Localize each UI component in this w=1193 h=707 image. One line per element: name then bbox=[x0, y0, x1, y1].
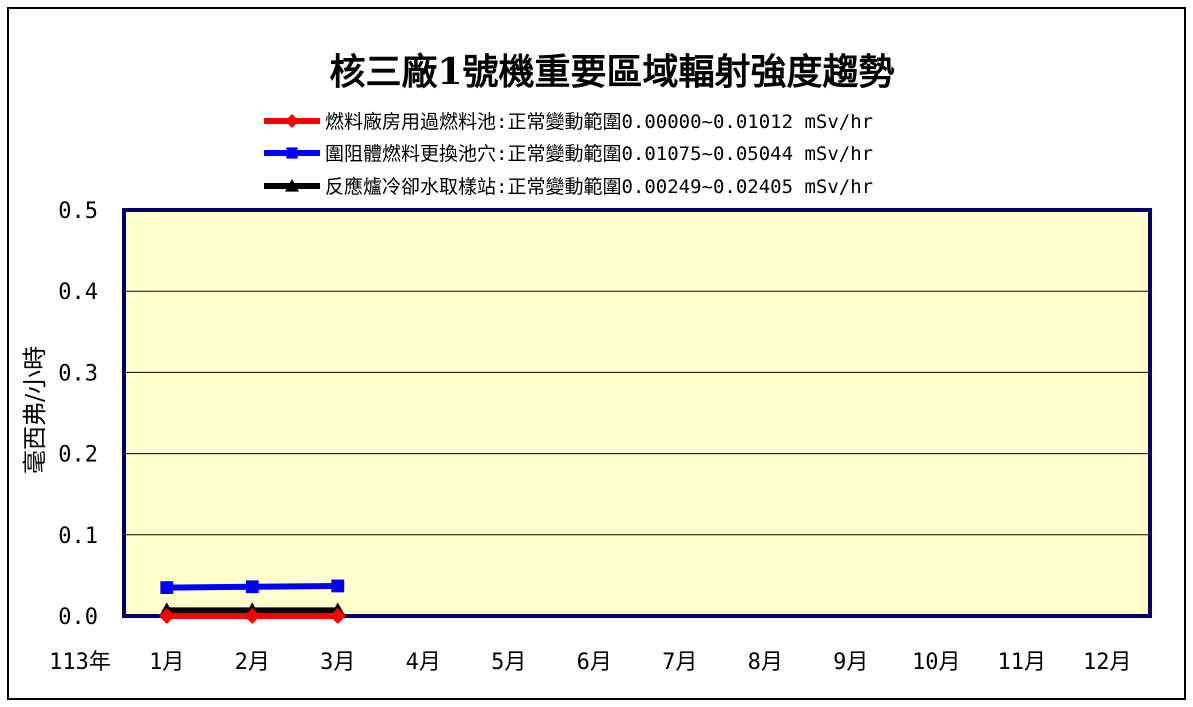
legend-entry-label: 燃料廠房用過燃料池:正常變動範圍0.00000~0.01012 mSv/hr bbox=[325, 110, 873, 133]
x-tick-label: 12月 bbox=[1083, 650, 1132, 675]
x-tick-label: 11月 bbox=[998, 650, 1047, 675]
legend-swatch-marker bbox=[286, 147, 298, 159]
y-tick-label: 0.1 bbox=[58, 524, 98, 549]
x-axis-ticks: 1月 2月 3月 4月 5月 6月 7月 8月 9月 10月 11月 12月 bbox=[149, 650, 1131, 675]
x-tick-label: 7月 bbox=[662, 650, 697, 675]
data-point bbox=[329, 608, 346, 624]
x-tick-label: 3月 bbox=[320, 650, 355, 675]
y-axis-label: 毫西弗/小時 bbox=[21, 346, 49, 474]
plot-border bbox=[122, 208, 1152, 618]
legend-swatch-marker bbox=[285, 179, 299, 192]
data-point bbox=[244, 608, 261, 624]
data-point bbox=[158, 608, 175, 624]
series-group bbox=[158, 579, 346, 624]
legend: 燃料廠房用過燃料池:正常變動範圍0.00000~0.01012 mSv/hr 圍阻… bbox=[264, 110, 873, 198]
series-1 bbox=[158, 608, 346, 624]
data-point bbox=[160, 581, 174, 594]
x-tick-label: 9月 bbox=[833, 650, 868, 675]
x-tick-label: 8月 bbox=[748, 650, 783, 675]
x-tick-label: 1月 bbox=[149, 650, 184, 675]
y-axis-ticks: 0.0 0.1 0.2 0.3 0.4 0.5 bbox=[58, 199, 98, 630]
y-tick-label: 0.5 bbox=[58, 199, 98, 224]
x-tick-label: 6月 bbox=[577, 650, 612, 675]
chart-title: 核三廠1號機重要區域輻射強度趨勢 bbox=[329, 51, 894, 93]
y-tick-label: 0.4 bbox=[58, 280, 98, 305]
legend-swatch-marker bbox=[285, 114, 299, 128]
data-point bbox=[245, 580, 259, 594]
x-tick-label: 5月 bbox=[491, 650, 526, 675]
x-tick-label: 10月 bbox=[912, 650, 961, 675]
series-2 bbox=[160, 579, 345, 594]
year-label: 113年 bbox=[49, 650, 111, 675]
y-tick-label: 0.3 bbox=[58, 361, 98, 386]
y-tick-label: 0.2 bbox=[58, 443, 98, 468]
y-tick-label: 0.0 bbox=[58, 605, 98, 630]
x-tick-label: 2月 bbox=[235, 650, 270, 675]
gridlines bbox=[124, 290, 1150, 536]
x-tick-label: 4月 bbox=[406, 650, 441, 675]
data-point bbox=[331, 579, 345, 593]
plot-area bbox=[124, 210, 1150, 616]
legend-entry-label: 反應爐冷卻水取樣站:正常變動範圍0.00249~0.02405 mSv/hr bbox=[325, 175, 873, 198]
legend-entry-label: 圍阻體燃料更換池穴:正常變動範圍0.01075~0.05044 mSv/hr bbox=[325, 143, 873, 165]
